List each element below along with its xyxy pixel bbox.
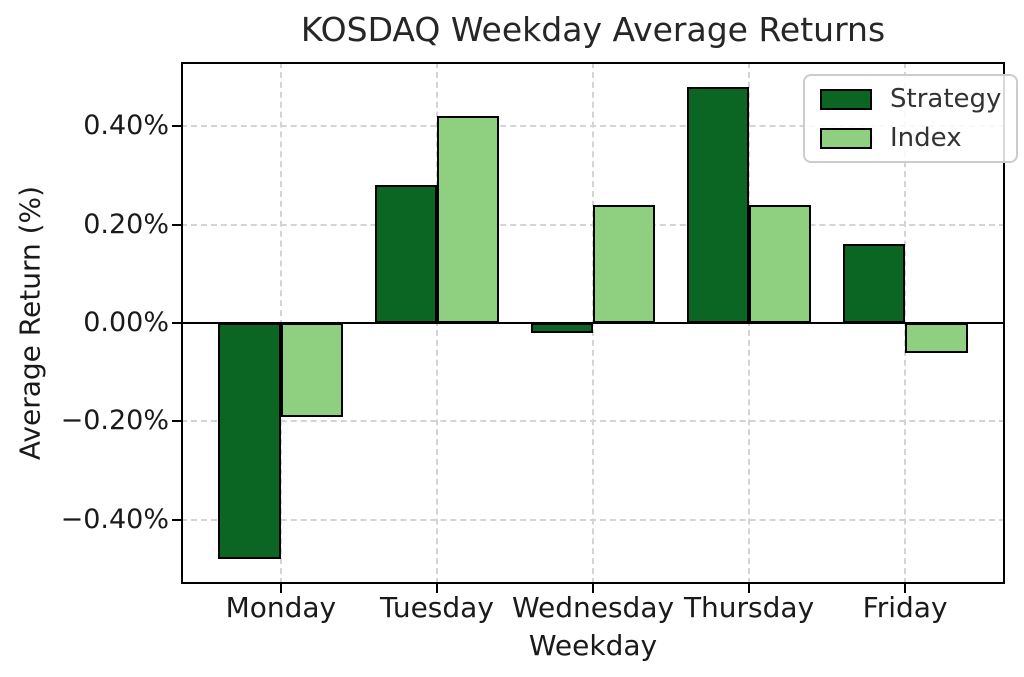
legend-swatch-strategy (820, 88, 872, 110)
chart-title: KOSDAQ Weekday Average Returns (300, 10, 886, 49)
bar-thursday-strategy (686, 86, 750, 323)
x-tick-label-thursday: Thursday (683, 591, 815, 624)
x-axis-label: Weekday (528, 629, 658, 662)
x-tick-mark (904, 584, 907, 593)
x-tick-label-friday: Friday (862, 591, 948, 624)
y-tick-label: 0.40% (83, 110, 169, 142)
bar-friday-strategy (842, 244, 906, 323)
plot-area (181, 62, 1005, 584)
legend-swatch-index (820, 127, 872, 149)
x-tick-mark (279, 584, 282, 593)
bar-tuesday-index (436, 116, 500, 323)
legend-entry-strategy: Strategy (820, 85, 1001, 113)
bar-tuesday-strategy (374, 185, 437, 323)
bar-friday-index (905, 323, 968, 353)
y-tick-label: 0.20% (83, 208, 169, 240)
x-tick-mark (592, 584, 594, 593)
legend-label-index: Index (890, 123, 962, 153)
zero-line (181, 322, 1005, 324)
legend: Strategy Index (803, 74, 1019, 163)
y-tick-mark (172, 125, 181, 128)
legend-label-strategy: Strategy (890, 84, 1002, 114)
y-tick-mark (172, 518, 181, 521)
x-tick-mark (748, 584, 751, 593)
x-tick-label-wednesday: Wednesday (511, 591, 675, 624)
y-tick-mark (172, 420, 181, 423)
legend-entry-index: Index (820, 124, 1001, 152)
y-tick-label: −0.20% (60, 405, 169, 437)
x-tick-label-monday: Monday (225, 591, 337, 624)
y-tick-label: 0.00% (83, 307, 169, 338)
y-tick-label: −0.40% (60, 503, 169, 535)
bar-monday-strategy (218, 323, 281, 560)
y-tick-mark (172, 322, 181, 324)
x-tick-label-tuesday: Tuesday (379, 591, 494, 624)
bar-monday-index (280, 323, 344, 417)
bar-wednesday-index (593, 204, 656, 323)
bar-wednesday-strategy (530, 323, 593, 333)
x-tick-mark (435, 584, 438, 593)
y-tick-mark (172, 223, 181, 226)
bar-thursday-index (749, 204, 812, 323)
